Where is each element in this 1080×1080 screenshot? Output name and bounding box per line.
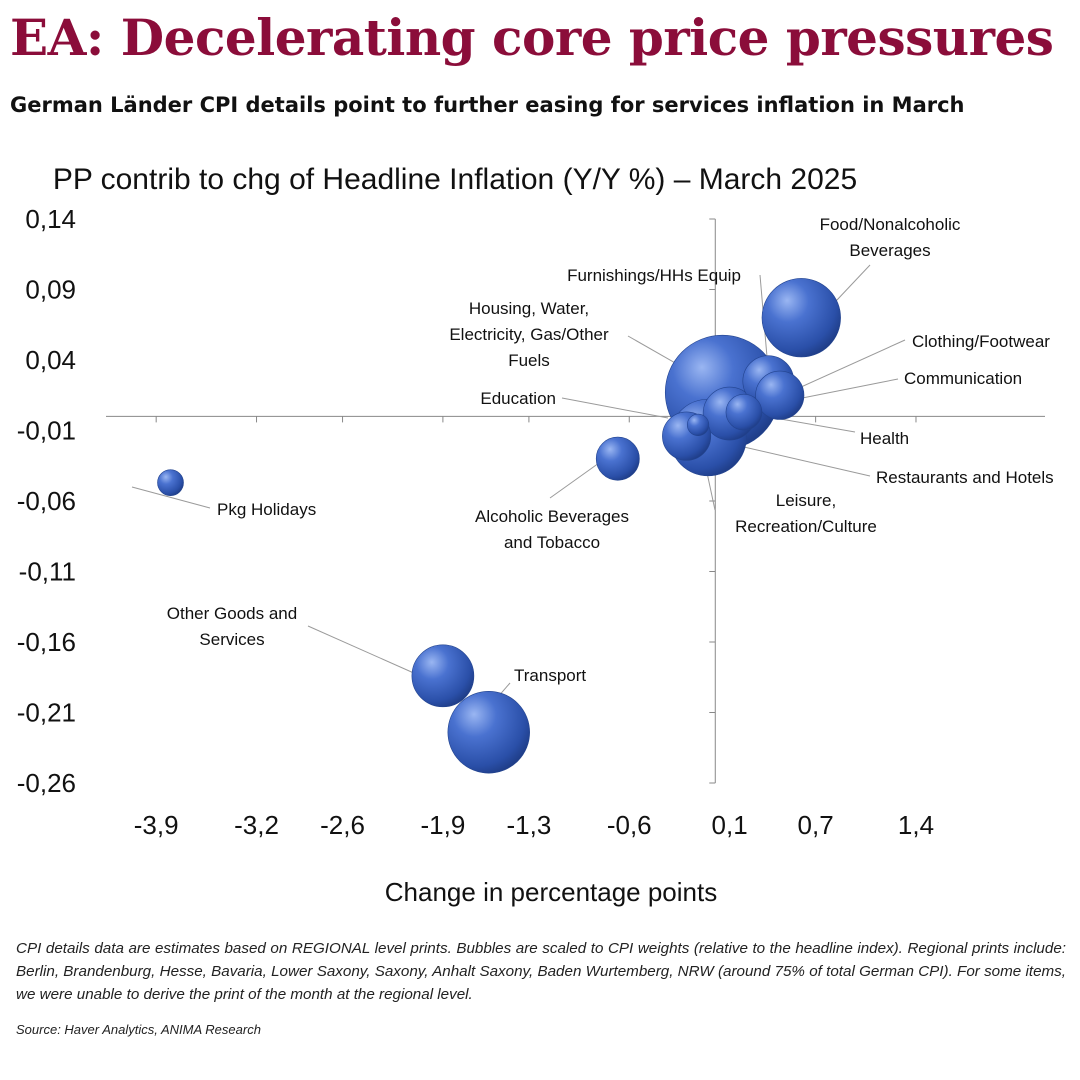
x-tick-label: -1,3 <box>507 810 552 840</box>
x-tick-label: -1,9 <box>420 810 465 840</box>
y-tick-label: 0,14 <box>25 204 76 234</box>
bubble-label: Pkg Holidays <box>217 500 316 519</box>
bubble-point <box>755 370 805 420</box>
x-tick-label: -2,6 <box>320 810 365 840</box>
y-tick-label: -0,26 <box>17 768 76 798</box>
bubble-chart: PP contrib to chg of Headline Inflation … <box>17 163 1054 907</box>
bubble-label: Other Goods and Services <box>167 604 297 649</box>
leader-line <box>561 397 669 419</box>
bubble-point <box>157 469 184 496</box>
y-tick-label: 0,09 <box>25 275 76 305</box>
page-title: EA: Decelerating core price pressures <box>10 8 1054 67</box>
y-tick-label: -0,01 <box>17 416 76 446</box>
leader-line <box>549 457 607 499</box>
bubble-label: Health <box>860 429 909 448</box>
bubble-label: Restaurants and Hotels <box>876 468 1054 487</box>
bubble-point <box>725 393 763 431</box>
bubble-label: Furnishings/HHs Equip <box>567 266 741 285</box>
y-tick-label: -0,16 <box>17 627 76 657</box>
bubble-label: Alcoholic Beverages and Tobacco <box>475 507 629 552</box>
bubble-point <box>447 691 530 774</box>
leader-line <box>307 625 426 679</box>
y-tick-label: -0,06 <box>17 486 76 516</box>
bubble-label: Education <box>480 389 556 408</box>
leader-line <box>131 486 211 509</box>
x-tick-label: -3,2 <box>234 810 279 840</box>
x-tick-label: 1,4 <box>898 810 934 840</box>
x-tick-label: -3,9 <box>134 810 179 840</box>
x-tick-label: 0,7 <box>798 810 834 840</box>
bubble-label: Clothing/Footwear <box>912 332 1050 351</box>
bubble-label: Transport <box>514 666 586 685</box>
bubble-label: Food/Nonalcoholic Beverages <box>820 215 961 260</box>
footnote: CPI details data are estimates based on … <box>16 940 1066 1003</box>
bubble-point <box>686 413 710 436</box>
x-tick-label: 0,1 <box>712 810 748 840</box>
leader-line <box>789 339 906 393</box>
x-axis-label: Change in percentage points <box>385 877 717 907</box>
source-note: Source: Haver Analytics, ANIMA Research <box>16 1022 261 1037</box>
chart-title: PP contrib to chg of Headline Inflation … <box>53 163 857 196</box>
bubble-point <box>595 436 640 481</box>
bubble-point <box>411 644 475 708</box>
page-subtitle: German Länder CPI details point to furth… <box>10 93 965 117</box>
bubble-label: Housing, Water, Electricity, Gas/Other Fue… <box>449 299 609 370</box>
y-tick-label: 0,04 <box>25 345 76 375</box>
y-tick-label: -0,11 <box>19 557 76 587</box>
bubble-label: Communication <box>904 369 1022 388</box>
y-tick-label: -0,21 <box>17 698 76 728</box>
x-tick-label: -0,6 <box>607 810 652 840</box>
bubble-point <box>761 278 841 358</box>
bubble-label: Leisure, Recreation/Culture <box>735 491 877 536</box>
